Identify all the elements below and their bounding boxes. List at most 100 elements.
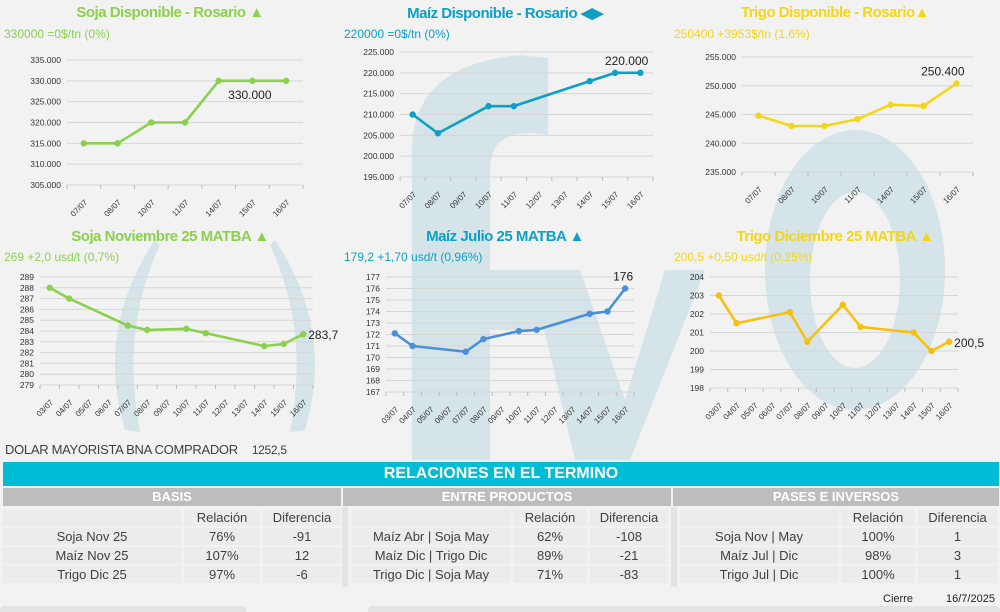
- trend-up-icon: ▲: [249, 4, 264, 21]
- chart-panel-trigo-disponible: Trigo Disponible - Rosario▲ 250400 +3953…: [670, 0, 1000, 220]
- col-relacion: Relación: [841, 509, 915, 526]
- y-tick-label: 282: [20, 348, 34, 358]
- x-tick-label: 06/07: [93, 398, 114, 419]
- y-tick-label: 288: [20, 283, 34, 293]
- y-tick-label: 200: [690, 346, 704, 356]
- chart-panel-maiz-disponible: Maíz Disponible - Rosario ◀▶ 220000 =0$/…: [340, 0, 670, 220]
- line-chart: 195.000 200.000 205.000 210.000 215.000 220.0…: [363, 47, 654, 211]
- series-line: [411, 71, 641, 135]
- table-row: Trigo Jul | Dic 100% 1: [680, 566, 997, 583]
- x-tick-label: 12/07: [863, 401, 884, 422]
- x-tick-label: 16/07: [271, 198, 292, 219]
- y-tick-label: 245.000: [705, 110, 736, 120]
- y-tick-label: 173: [366, 318, 380, 328]
- table-header-row: Relación Diferencia: [352, 509, 668, 526]
- y-tick-label: 305.000: [30, 180, 61, 190]
- x-tick-label: 08/07: [102, 198, 123, 219]
- data-point: [928, 347, 935, 355]
- data-point: [755, 112, 762, 119]
- line-chart: 235.000 240.000 245.000 250.000 255.000 07/07…: [705, 52, 974, 206]
- data-point: [715, 292, 723, 299]
- y-tick-label: 255.000: [705, 52, 736, 62]
- x-tick-label: 10/07: [809, 185, 830, 206]
- x-tick-label: 13/07: [549, 190, 570, 211]
- x-tick-label: 11/07: [170, 198, 190, 218]
- x-tick-label: 08/07: [132, 398, 153, 419]
- y-tick-label: 168: [366, 376, 380, 386]
- data-label-last: 220.000: [605, 54, 649, 68]
- data-point: [804, 338, 811, 345]
- column-divider: [671, 507, 677, 587]
- x-tick-label: 13/07: [881, 401, 902, 422]
- x-tick-label: 05/07: [415, 405, 436, 426]
- data-label-last: 330.000: [228, 88, 272, 102]
- table-row: Trigo Dic | Soja May 71% -83: [352, 566, 668, 583]
- y-tick-label: 220.000: [363, 68, 394, 78]
- data-point: [114, 140, 121, 147]
- x-tick-label: 10/07: [171, 398, 192, 419]
- x-tick-label: 14/07: [249, 398, 270, 419]
- y-tick-label: 167: [366, 387, 380, 397]
- chart-panel-soja-disponible: Soja Disponible - Rosario ▲ 330000 =0$/t…: [0, 0, 340, 220]
- y-tick-label: 198: [690, 383, 704, 393]
- table-header-row: Relación Diferencia: [3, 509, 341, 526]
- x-tick-label: 09/07: [486, 405, 507, 426]
- chart-title: Maíz Disponible - Rosario ◀▶: [407, 5, 603, 22]
- x-tick-label: 12/07: [210, 398, 231, 419]
- x-tick-label: 10/07: [504, 405, 525, 426]
- y-tick-label: 195.000: [363, 172, 394, 182]
- data-point: [434, 130, 442, 137]
- data-point: [215, 77, 222, 85]
- col-diferencia: Diferencia: [263, 509, 341, 526]
- x-tick-label: 11/07: [522, 405, 542, 425]
- dolar-label: DOLAR MAYORISTA BNA COMPRADOR: [5, 442, 238, 457]
- x-tick-label: 12/07: [539, 405, 560, 426]
- chart-title: Soja Disponible - Rosario ▲: [76, 4, 264, 21]
- data-point: [733, 320, 740, 327]
- chart-panel-trigo-diciembre: Trigo Diciembre 25 MATBA ▲ 200,5 +0,50 u…: [670, 220, 1000, 435]
- x-tick-label: 14/07: [899, 401, 920, 422]
- dolar-value: 1252,5: [251, 443, 287, 457]
- data-point: [945, 338, 953, 345]
- x-tick-label: 07/07: [775, 401, 796, 422]
- y-tick-label: 215.000: [363, 89, 394, 99]
- col-relacion: Relación: [513, 509, 587, 526]
- chart-subtitle: 269 +2,0 usd/t (0,7%): [4, 250, 120, 264]
- table-row: Maíz Jul | Dic 98% 3: [680, 547, 997, 564]
- footer-tab: [0, 606, 246, 612]
- data-point: [621, 285, 629, 292]
- table-row: Maíz Dic | Trigo Dic 89% -21: [352, 547, 668, 564]
- data-point: [409, 111, 416, 118]
- x-tick-label: 09/07: [448, 190, 469, 211]
- y-tick-label: 325.000: [30, 97, 61, 107]
- x-tick-label: 04/07: [54, 398, 75, 419]
- y-tick-label: 210.000: [363, 110, 394, 120]
- data-point: [953, 80, 960, 87]
- y-tick-label: 176: [366, 284, 380, 294]
- data-point: [586, 310, 593, 318]
- x-tick-label: 14/07: [875, 185, 896, 206]
- section-header-entre-productos: ENTRE PRODUCTOS: [343, 488, 671, 506]
- series-line: [717, 294, 950, 353]
- chart-subtitle: 200,5 +0,50 usd/t (0,25%): [674, 250, 813, 264]
- y-tick-label: 201: [690, 328, 704, 338]
- y-tick-label: 169: [366, 364, 380, 374]
- y-tick-label: 202: [690, 309, 704, 319]
- x-tick-label: 08/07: [776, 185, 797, 206]
- trend-up-icon: ▲: [914, 4, 930, 21]
- data-point: [148, 119, 155, 126]
- x-tick-label: 08/07: [423, 190, 444, 211]
- line-chart: 198 199 200 201 202 203 204 03/0704/0705/0706/0…: [690, 272, 985, 422]
- y-tick-label: 175: [366, 295, 380, 305]
- x-tick-label: 16/07: [934, 401, 955, 422]
- y-tick-label: 177: [366, 272, 380, 282]
- x-tick-label: 14/07: [575, 405, 596, 426]
- y-tick-label: 279: [20, 380, 34, 390]
- table-row: Trigo Dic 25 97% -6: [3, 566, 341, 583]
- data-point: [604, 308, 611, 315]
- data-point: [857, 323, 864, 331]
- x-tick-label: 15/07: [269, 398, 290, 419]
- x-tick-label: 03/07: [380, 405, 401, 426]
- y-tick-label: 240.000: [705, 138, 736, 148]
